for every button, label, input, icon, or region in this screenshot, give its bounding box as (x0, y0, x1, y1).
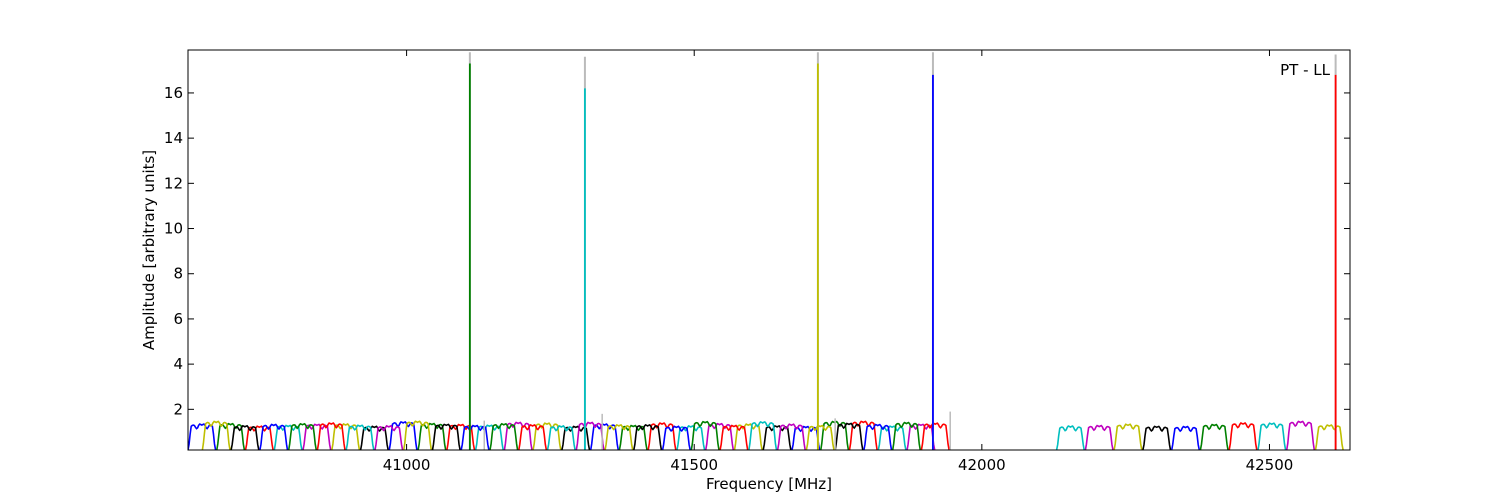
channel-trace (201, 420, 231, 450)
channel-trace (661, 425, 691, 450)
channel-trace (1257, 422, 1287, 450)
y-tick-label: 2 (173, 400, 183, 418)
channel-trace (532, 422, 562, 450)
y-tick-label: 8 (173, 265, 183, 283)
channel-trace (244, 425, 274, 450)
channel-trace (589, 423, 620, 450)
channel-trace (431, 423, 461, 450)
y-tick-label: 4 (173, 355, 183, 373)
y-tick-label: 10 (164, 220, 183, 238)
channel-trace (1285, 420, 1316, 450)
channel-trace (834, 422, 864, 450)
channel-trace (647, 422, 677, 450)
channel-trace (302, 423, 332, 450)
axes-frame (187, 49, 1351, 451)
channel-trace (719, 424, 749, 450)
y-axis-label: Amplitude [arbitrary units] (140, 150, 158, 350)
channel-trace (1055, 425, 1085, 450)
x-tick-label: 41500 (670, 456, 718, 474)
channel-trace (388, 420, 418, 450)
plot-area (188, 52, 1344, 450)
channel-trace (863, 423, 893, 450)
axis-ticks: 41000 41500 42000 42500 2 4 6 8 10 12 14 16 (164, 50, 1350, 474)
x-tick-label: 42500 (1246, 456, 1294, 474)
x-axis-label: Frequency [MHz] (706, 475, 832, 493)
channel-trace (345, 424, 375, 450)
channel-trace (906, 423, 936, 450)
channel-trace (546, 425, 576, 450)
channel-trace (259, 423, 289, 450)
channel-trace (1314, 424, 1344, 450)
channel-trace (273, 424, 303, 450)
channel-trace (230, 424, 260, 450)
corner-annotation: PT - LL (1280, 61, 1331, 79)
channel-trace (604, 423, 634, 450)
channel-trace (374, 424, 404, 450)
y-tick-label: 6 (173, 310, 183, 328)
channel-trace (474, 424, 504, 450)
channel-trace (1199, 423, 1229, 450)
channel-trace (1113, 423, 1143, 450)
channel-trace (402, 420, 433, 450)
y-tick-label: 16 (164, 84, 183, 102)
channel-trace (575, 421, 605, 450)
channel-trace (848, 420, 878, 450)
channel-trace (503, 421, 533, 450)
x-tick-label: 42000 (958, 456, 1006, 474)
channel-trace (776, 423, 806, 450)
channel-trace (316, 422, 346, 450)
channel-trace (331, 422, 361, 450)
channel-trace (1142, 425, 1172, 450)
channel-trace (1170, 425, 1201, 450)
channel-trace (633, 423, 663, 450)
channel-trace (748, 420, 778, 450)
channel-trace (676, 425, 706, 450)
y-tick-label: 12 (164, 174, 183, 192)
x-tick-label: 41000 (383, 456, 431, 474)
channel-trace (618, 424, 648, 450)
channel-trace (359, 425, 389, 450)
channel-trace (518, 424, 548, 450)
channel-trace (1084, 424, 1114, 450)
channel-trace (287, 422, 318, 450)
channel-trace (489, 422, 519, 450)
y-tick-label: 14 (164, 129, 183, 147)
channel-trace (704, 422, 735, 450)
channel-trace (1228, 421, 1258, 450)
channel-trace (891, 421, 922, 450)
channel-trace (805, 424, 835, 450)
channel-trace (690, 420, 720, 450)
channel-trace (920, 422, 950, 450)
